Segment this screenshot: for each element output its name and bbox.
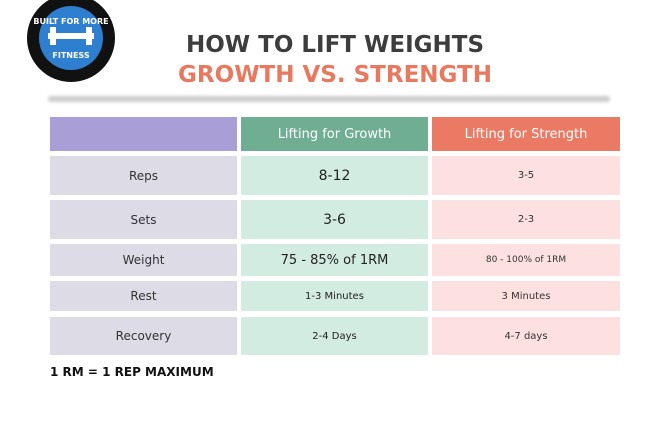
header-cell: Lifting for Strength	[432, 117, 620, 151]
strength-cell: 4-7 days	[432, 317, 620, 355]
logo-top: BUILT FOR MORE	[33, 17, 108, 26]
title: HOW TO LIFT WEIGHTS	[185, 32, 485, 58]
strength-cell: 3 Minutes	[432, 281, 620, 311]
strength-cell: 3-5	[432, 156, 620, 195]
footnote: 1 RM = 1 REP MAXIMUM	[50, 365, 214, 379]
growth-cell: 8-12	[241, 156, 428, 195]
row-label: Sets	[50, 200, 237, 239]
strength-cell: 2-3	[432, 200, 620, 239]
logo-plate	[86, 27, 92, 45]
logo-bottom: FITNESS	[52, 51, 89, 60]
growth-cell: 3-6	[241, 200, 428, 239]
strength-cell: 80 - 100% of 1RM	[432, 244, 620, 276]
row-label: Rest	[50, 281, 237, 311]
row-label: Reps	[50, 156, 237, 195]
row-label: Recovery	[50, 317, 237, 355]
logo: BUILT FOR MORE FITNESS	[27, 0, 115, 82]
growth-cell: 2-4 Days	[241, 317, 428, 355]
logo-plate	[50, 27, 56, 45]
header-cell	[50, 117, 237, 151]
subtitle: GROWTH VS. STRENGTH	[178, 62, 492, 88]
logo-bar	[48, 33, 94, 39]
growth-cell: 75 - 85% of 1RM	[241, 244, 428, 276]
row-label: Weight	[50, 244, 237, 276]
header-cell: Lifting for Growth	[241, 117, 428, 151]
divider	[48, 96, 610, 102]
growth-cell: 1-3 Minutes	[241, 281, 428, 311]
